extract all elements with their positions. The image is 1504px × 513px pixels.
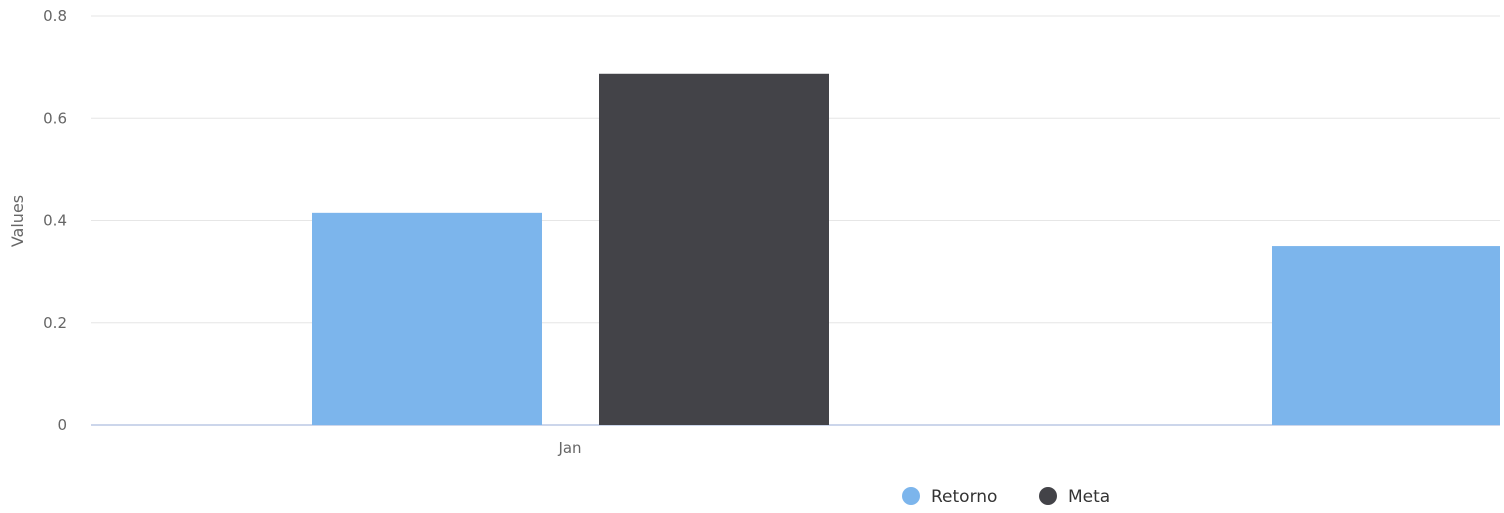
bar-meta-jan[interactable] (599, 73, 829, 426)
legend-label: Meta (1068, 487, 1110, 507)
legend-marker (902, 487, 920, 505)
y-tick-label: 0.2 (43, 314, 67, 332)
y-axis-ticks: 0 0.2 0.4 0.6 0.8 (43, 7, 67, 434)
legend-item-meta[interactable]: Meta (1039, 487, 1110, 507)
bar-retorno-cat1[interactable] (1272, 246, 1500, 425)
legend-label: Retorno (931, 487, 997, 507)
y-tick-label: 0 (57, 416, 67, 434)
y-tick-label: 0.6 (43, 109, 67, 127)
legend[interactable]: Retorno Meta (902, 487, 1110, 507)
y-tick-label: 0.4 (43, 212, 67, 230)
x-tick-label: Jan (557, 439, 581, 457)
y-axis-title: Values (8, 195, 27, 247)
bars (312, 73, 1500, 426)
legend-marker (1039, 487, 1057, 505)
bar-retorno-jan[interactable] (312, 212, 542, 425)
y-tick-label: 0.8 (43, 7, 67, 25)
x-axis-ticks: Jan (557, 439, 581, 457)
legend-item-retorno[interactable]: Retorno (902, 487, 997, 507)
